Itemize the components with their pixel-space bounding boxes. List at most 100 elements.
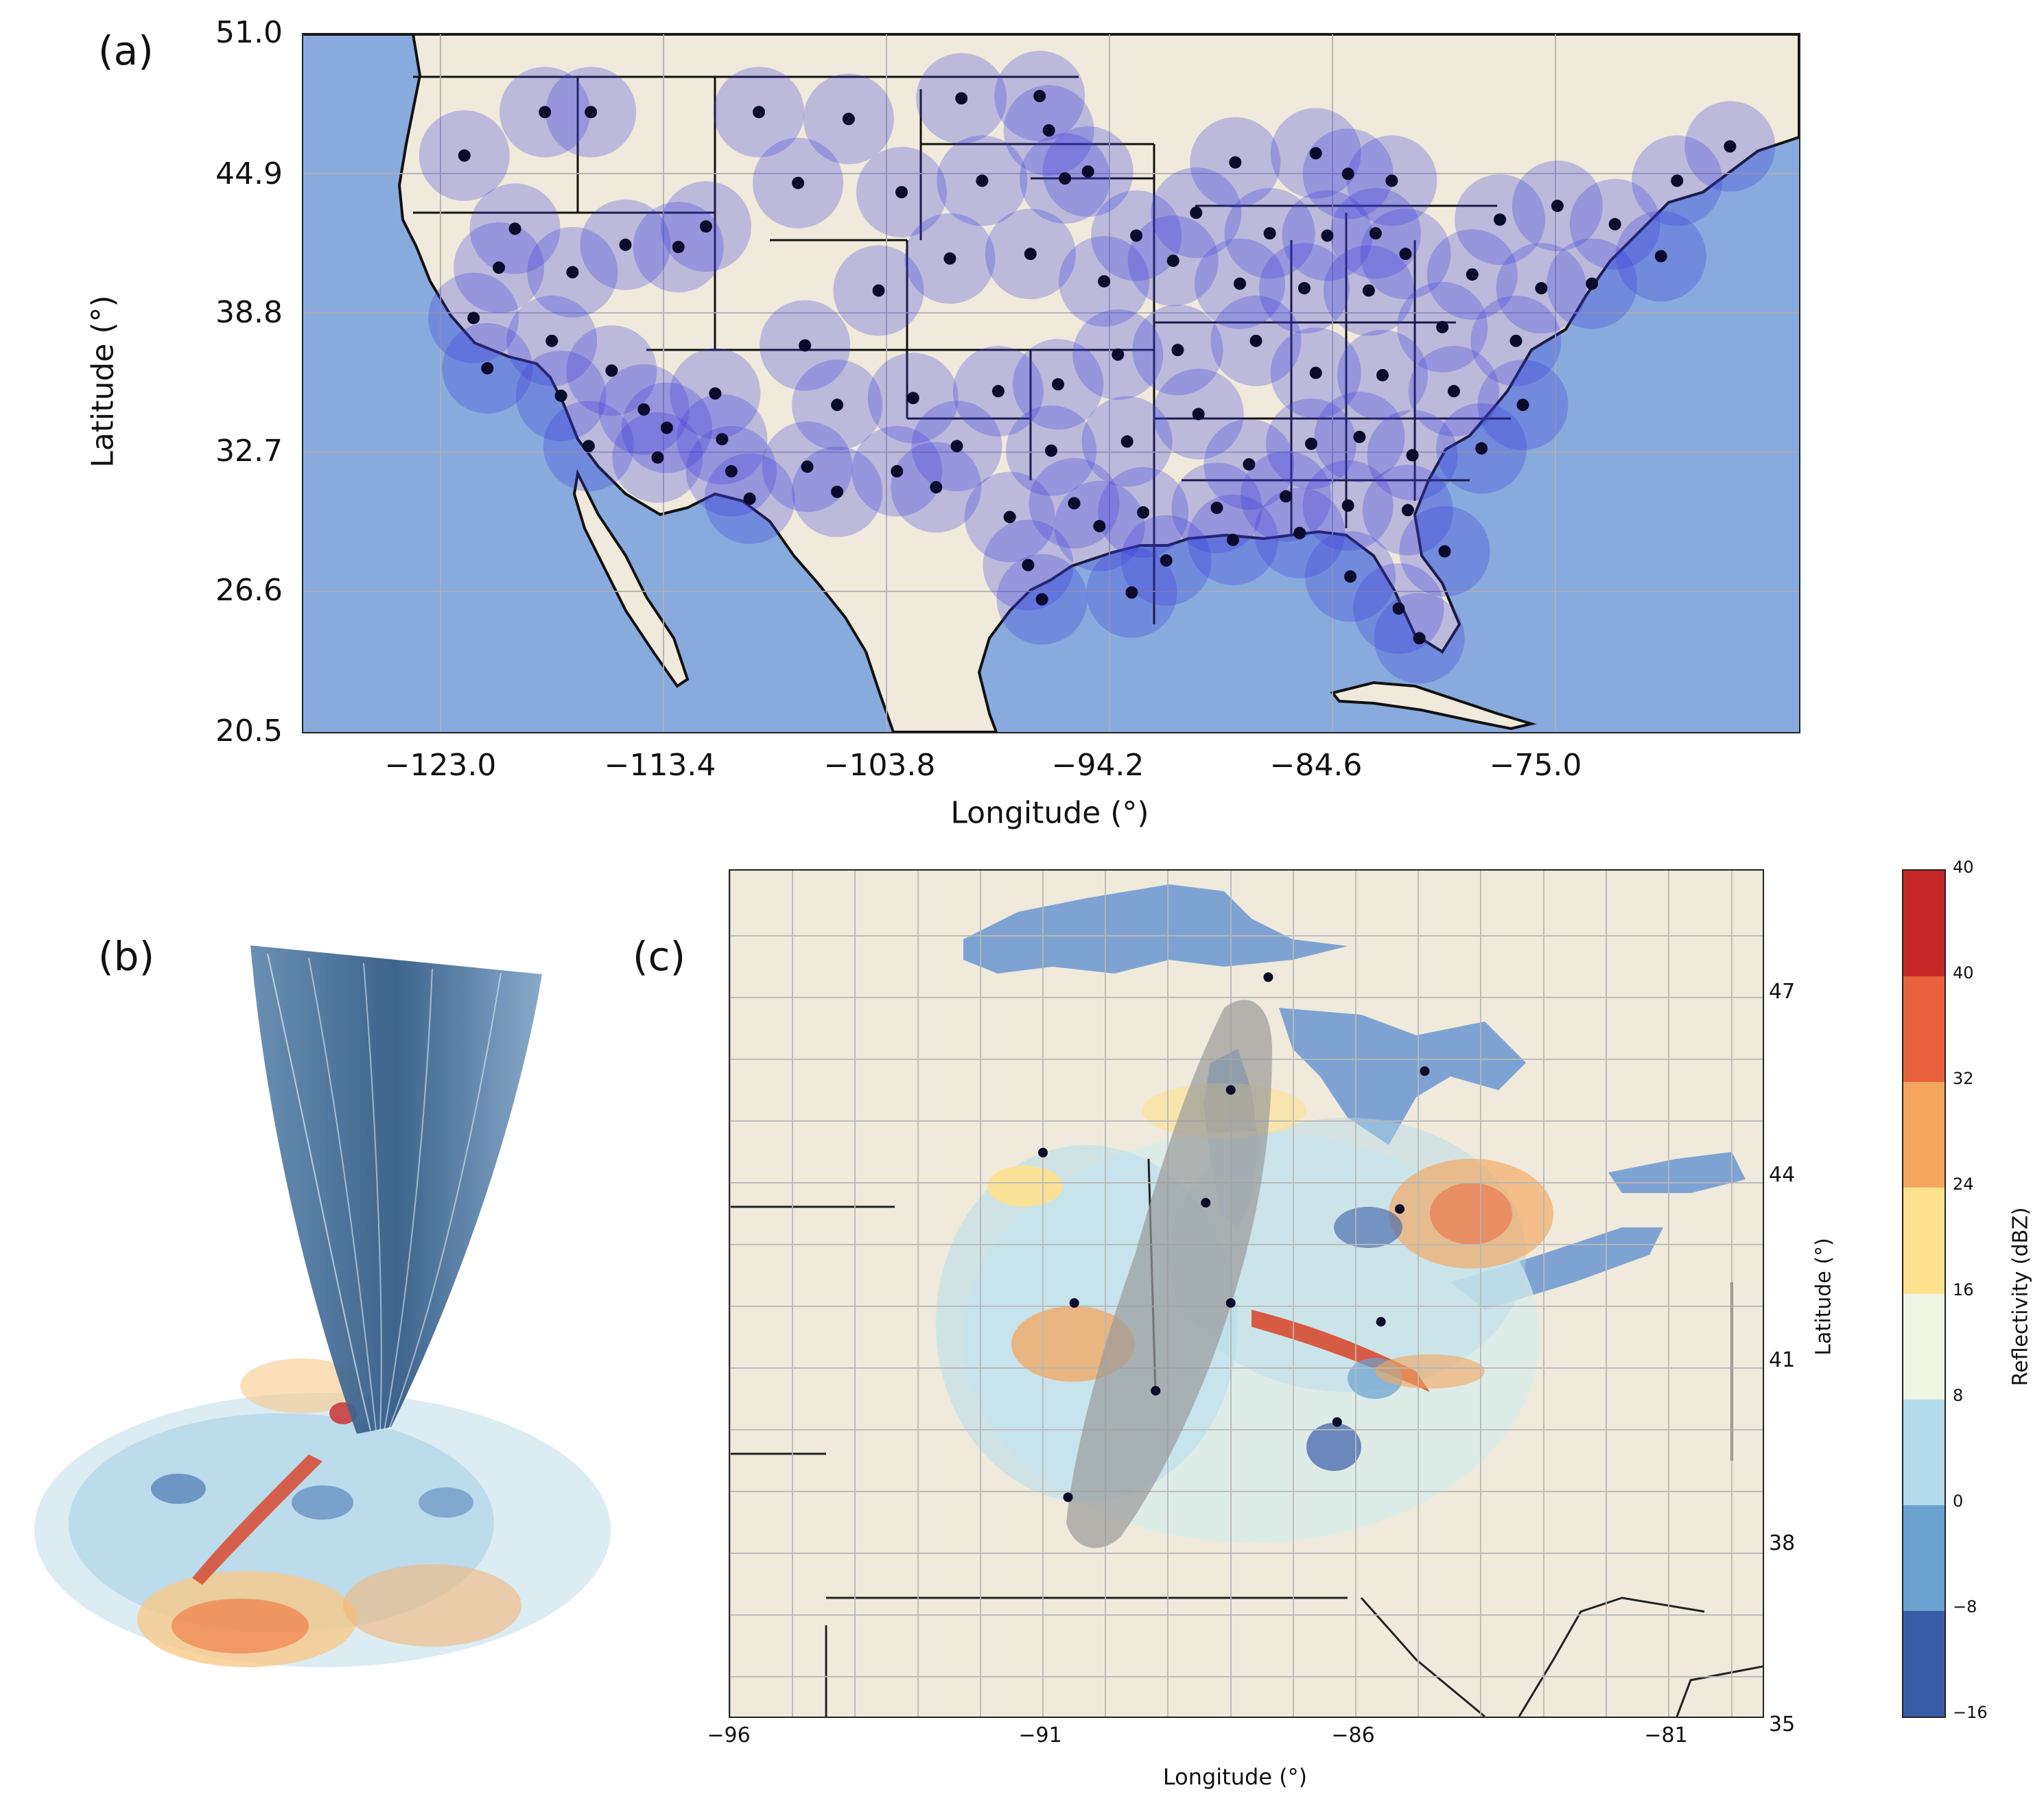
radar-site-marker — [792, 176, 805, 189]
radar-site-marker — [1243, 458, 1256, 471]
colorbar-segment — [1903, 1399, 1945, 1505]
radar-site-marker — [950, 440, 963, 453]
colorbar-segment — [1903, 1610, 1945, 1717]
xtick-label: −75.0 — [1489, 748, 1582, 783]
radar-site-marker — [1399, 248, 1412, 261]
radar-site-marker — [1249, 334, 1262, 347]
radar-site-marker — [1344, 570, 1356, 583]
radar-site-marker — [1052, 378, 1065, 391]
radar-site-marker — [1137, 506, 1150, 519]
baja-peninsula — [572, 469, 690, 688]
radar-site-marker — [1229, 156, 1242, 169]
radar-site-marker — [1332, 1417, 1342, 1427]
radar-site-marker — [743, 492, 756, 505]
radar-site-marker — [753, 106, 766, 119]
ytick-label: 38 — [1769, 1531, 1796, 1555]
radar-site-marker — [716, 433, 729, 446]
radar-site-marker — [1413, 632, 1426, 645]
radar-site-marker — [1210, 502, 1223, 515]
radar-site-marker — [1608, 217, 1621, 231]
radar-site-marker — [1376, 368, 1389, 381]
radar-site-marker — [1059, 172, 1072, 185]
colorbar-segment — [1903, 1293, 1945, 1400]
radar-site-marker — [585, 106, 598, 119]
radar-site-marker — [872, 284, 885, 297]
radar-site-marker — [1724, 140, 1737, 153]
radar-site-marker — [1081, 165, 1094, 178]
radar-site-marker — [1466, 268, 1479, 281]
panel-a-ylabel: Latitude (°) — [85, 295, 121, 468]
ytick-label: 32.7 — [215, 434, 283, 469]
panel-c-xlabel: Longitude (°) — [1162, 1764, 1308, 1790]
north-america-land — [303, 34, 1799, 732]
xtick-label: −113.4 — [604, 748, 716, 783]
radar-site-marker — [930, 481, 943, 494]
ytick-label: 44.9 — [215, 156, 283, 191]
radar-site-marker — [1093, 519, 1106, 532]
radar-site-marker — [1654, 250, 1667, 263]
xtick-label: −91 — [1018, 1723, 1062, 1747]
radar-site-marker — [1024, 248, 1037, 261]
radar-site-marker — [1192, 408, 1205, 421]
radar-site-marker — [1263, 972, 1273, 982]
radar-site-marker — [1438, 545, 1451, 558]
radar-site-marker — [1509, 334, 1523, 347]
xtick-label: −96 — [707, 1723, 751, 1747]
radar-site-marker — [1042, 124, 1055, 137]
radar-site-marker — [1353, 430, 1366, 443]
radar-site-marker — [801, 460, 814, 473]
radar-site-marker — [1022, 558, 1035, 571]
colorbar-tick: 32 — [1953, 1069, 1974, 1088]
panel-c-map — [729, 869, 1764, 1718]
colorbar-tick: −8 — [1953, 1597, 1977, 1616]
ytick-label: 44 — [1769, 1163, 1796, 1187]
radar-site-marker — [1190, 207, 1203, 220]
colorbar-tick: 24 — [1953, 1175, 1974, 1194]
radar-beam-3d-svg — [34, 945, 611, 1667]
colorbar-segment — [1903, 871, 1945, 977]
xtick-label: −84.6 — [1269, 748, 1363, 783]
radar-site-marker — [582, 440, 595, 453]
radar-site-marker — [831, 399, 844, 412]
radar-site-marker — [1475, 442, 1488, 455]
radar-site-marker — [1392, 602, 1405, 615]
ytick-label: 51.0 — [215, 15, 283, 50]
radar-site-marker — [1171, 344, 1184, 357]
radar-site-marker — [1494, 213, 1506, 226]
reflectivity-field — [34, 1358, 611, 1667]
radar-site-marker — [493, 261, 506, 274]
radar-site-marker — [1003, 510, 1016, 523]
panel-c-label: (c) — [633, 933, 686, 980]
xtick-label: −86 — [1331, 1723, 1375, 1747]
radar-site-marker — [637, 403, 650, 416]
radar-site-marker — [1671, 174, 1684, 187]
midwest-map-svg — [730, 871, 1763, 1717]
radar-site-marker — [1297, 282, 1311, 295]
radar-site-marker — [1112, 348, 1125, 361]
radar-site-marker — [1586, 277, 1599, 290]
ytick-label: 41 — [1769, 1348, 1796, 1372]
radar-site-marker — [1436, 320, 1449, 333]
radar-site-marker — [539, 106, 552, 119]
radar-site-marker — [1293, 526, 1306, 539]
radar-site-marker — [508, 222, 521, 235]
cuba — [1330, 681, 1537, 731]
radar-site-marker — [1420, 1066, 1430, 1076]
radar-site-marker — [1362, 284, 1375, 297]
ytick-label: 38.8 — [215, 295, 283, 330]
radar-site-marker — [1225, 1298, 1236, 1308]
panel-a-xlabel: Longitude (°) — [950, 795, 1149, 831]
radar-site-marker — [1406, 449, 1419, 462]
radar-site-marker — [1035, 593, 1048, 606]
radar-site-marker — [842, 113, 855, 126]
radar-site-marker — [554, 389, 567, 402]
radar-site-marker — [1341, 499, 1354, 512]
radar-site-marker — [1063, 1492, 1073, 1502]
radar-site-marker — [1166, 255, 1179, 268]
radar-site-marker — [1151, 1386, 1161, 1396]
radar-site-marker — [1263, 227, 1276, 240]
panel-c-ylabel: Latitude (°) — [1811, 1238, 1836, 1356]
colorbar — [1902, 869, 1946, 1718]
radar-site-marker — [619, 238, 632, 251]
radar-site-marker — [976, 174, 989, 187]
